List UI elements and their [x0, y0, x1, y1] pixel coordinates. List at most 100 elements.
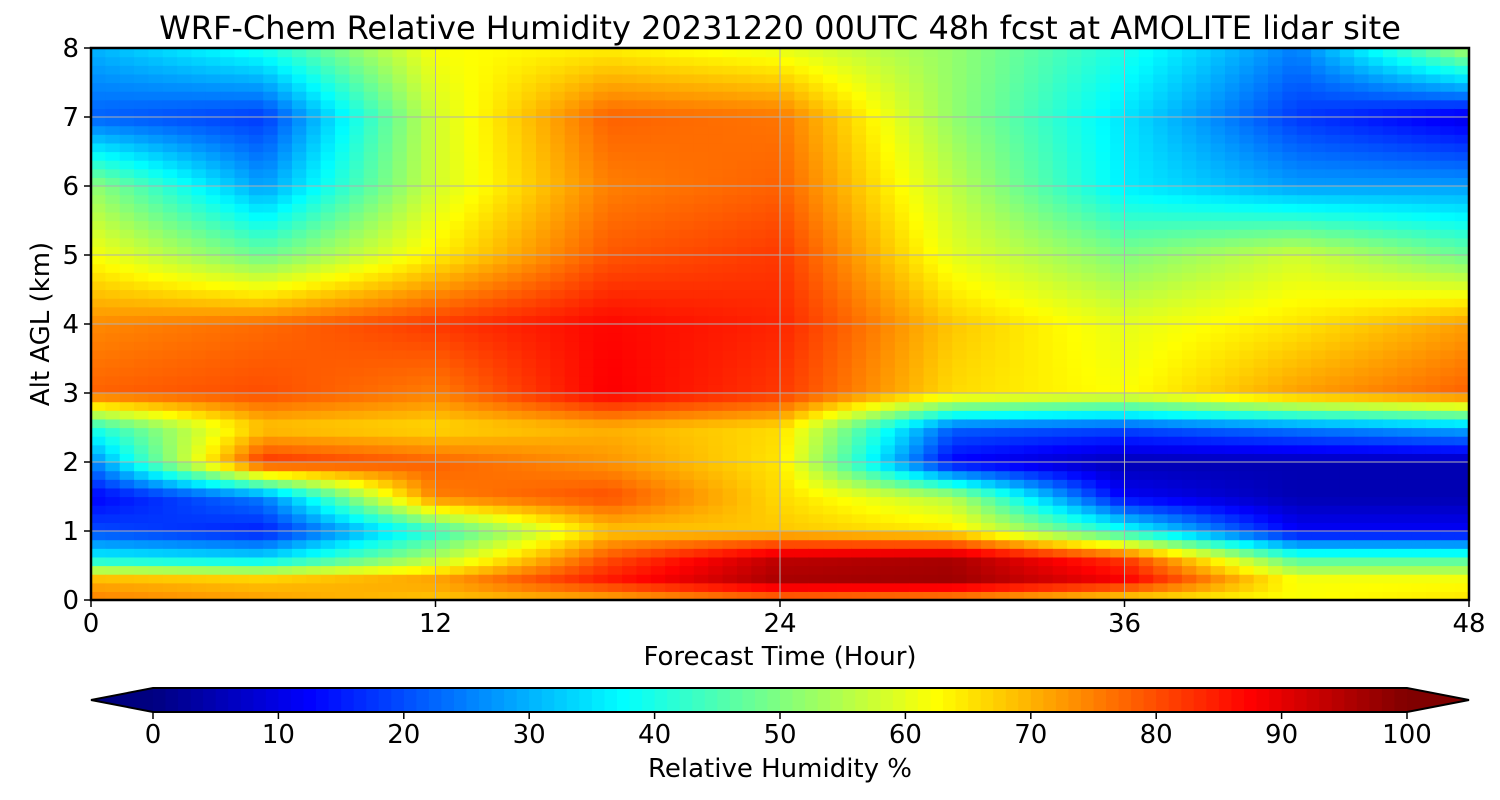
heatmap-cell: [909, 341, 925, 351]
heatmap-cell: [234, 565, 250, 575]
heatmap-cell: [1196, 565, 1212, 575]
heatmap-cell: [1009, 444, 1025, 454]
heatmap-cell: [693, 48, 709, 58]
heatmap-cell: [679, 186, 695, 196]
heatmap-cell: [550, 246, 566, 256]
heatmap-cell: [91, 142, 106, 153]
heatmap-cell: [607, 427, 623, 437]
heatmap-cell: [220, 436, 236, 446]
heatmap-cell: [765, 574, 781, 584]
heatmap-cell: [220, 246, 236, 256]
heatmap-cell: [722, 401, 738, 411]
heatmap-cell: [995, 263, 1011, 273]
heatmap-cell: [263, 401, 279, 411]
heatmap-cell: [665, 168, 681, 178]
heatmap-cell: [636, 444, 652, 454]
heatmap-cell: [1095, 177, 1111, 187]
heatmap-cell: [1196, 582, 1212, 592]
heatmap-cell: [765, 418, 781, 429]
heatmap-cell: [622, 99, 638, 109]
heatmap-cell: [579, 186, 594, 196]
heatmap-cell: [837, 272, 853, 282]
heatmap-cell: [564, 522, 580, 532]
heatmap-cell: [220, 513, 236, 523]
heatmap-cell: [1167, 160, 1183, 170]
heatmap-cell: [205, 591, 221, 600]
heatmap-cell: [980, 82, 996, 92]
heatmap-cell: [665, 186, 681, 196]
heatmap-cell: [1124, 358, 1140, 368]
heatmap-cell: [464, 384, 480, 394]
heatmap-cell: [1210, 591, 1226, 600]
heatmap-cell: [478, 168, 494, 178]
heatmap-cell: [1196, 82, 1212, 92]
heatmap-cell: [521, 582, 537, 592]
heatmap-cell: [765, 73, 781, 84]
heatmap-cell: [550, 341, 566, 351]
heatmap-cell: [421, 384, 437, 394]
heatmap-cell: [162, 453, 178, 463]
heatmap-cell: [780, 280, 795, 291]
heatmap-cell: [1081, 108, 1097, 118]
heatmap-cell: [306, 496, 322, 506]
heatmap-cell: [1196, 324, 1212, 334]
heatmap-cell: [794, 125, 810, 135]
heatmap-cell: [1038, 229, 1054, 239]
heatmap-cell: [1196, 151, 1212, 161]
heatmap-cell: [1038, 315, 1054, 325]
heatmap-cell: [91, 306, 106, 316]
heatmap-cell: [909, 73, 925, 84]
heatmap-cell: [177, 229, 193, 239]
heatmap-cell: [507, 82, 523, 92]
heatmap-cell: [622, 134, 638, 144]
heatmap-cell: [277, 117, 293, 127]
heatmap-cell: [952, 487, 968, 498]
heatmap-cell: [91, 186, 106, 196]
heatmap-cell: [1081, 177, 1097, 187]
heatmap-cell: [205, 220, 221, 230]
heatmap-cell: [464, 436, 480, 446]
heatmap-cell: [1095, 418, 1111, 429]
heatmap-cell: [1181, 375, 1197, 385]
heatmap-cell: [478, 453, 494, 463]
heatmap-cell: [708, 168, 724, 178]
heatmap-cell: [162, 332, 178, 342]
heatmap-cell: [923, 462, 939, 472]
heatmap-cell: [148, 246, 164, 256]
heatmap-cell: [966, 272, 982, 282]
heatmap-cell: [205, 522, 221, 532]
heatmap-cell: [91, 582, 106, 592]
heatmap-cell: [722, 436, 738, 446]
heatmap-cell: [521, 125, 537, 135]
heatmap-cell: [435, 453, 451, 463]
heatmap-cell: [923, 470, 939, 480]
heatmap-cell: [679, 220, 695, 230]
heatmap-cell: [866, 203, 882, 213]
heatmap-cell: [492, 306, 508, 316]
heatmap-cell: [406, 306, 422, 316]
heatmap-cell: [320, 375, 336, 385]
heatmap-cell: [894, 117, 910, 127]
heatmap-cell: [1024, 237, 1039, 247]
heatmap-cell: [105, 324, 121, 334]
heatmap-cell: [392, 384, 408, 394]
heatmap-cell: [607, 531, 623, 541]
heatmap-cell: [363, 462, 379, 472]
heatmap-cell: [1067, 220, 1083, 230]
heatmap-cell: [234, 108, 250, 118]
heatmap-cell: [579, 211, 594, 222]
heatmap-cell: [1081, 410, 1097, 420]
heatmap-cell: [363, 211, 379, 222]
heatmap-cell: [277, 315, 293, 325]
heatmap-cell: [693, 556, 709, 567]
heatmap-cell: [234, 246, 250, 256]
heatmap-cell: [464, 82, 480, 92]
heatmap-cell: [937, 341, 953, 351]
heatmap-cell: [751, 496, 767, 506]
heatmap-cell: [535, 505, 551, 515]
heatmap-cell: [1124, 513, 1140, 523]
heatmap-cell: [134, 324, 150, 334]
heatmap-cell: [363, 177, 379, 187]
heatmap-cell: [980, 194, 996, 204]
heatmap-cell: [134, 539, 150, 549]
